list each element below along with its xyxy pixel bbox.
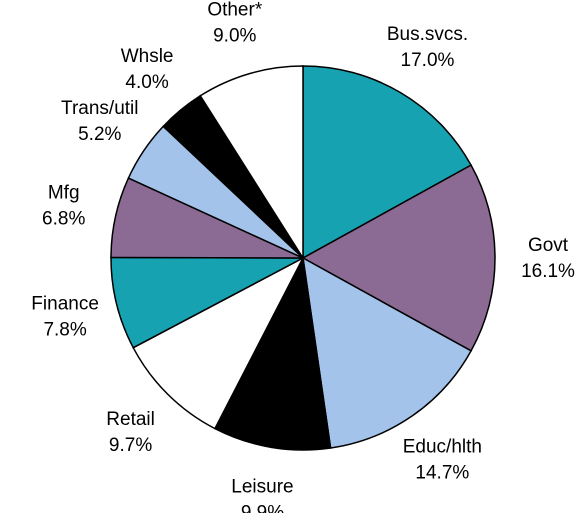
slice-value-label: 6.8% (42, 208, 85, 229)
slice-value-label: 7.8% (43, 320, 86, 341)
pie-slice (302, 256, 473, 449)
slice-label: Bus.svcs. (387, 24, 468, 45)
pie-slice (301, 164, 496, 352)
pie-slice (213, 255, 332, 451)
slice-value-label: 17.0% (401, 50, 455, 71)
slice-label: Other* (207, 0, 263, 21)
pie-slice (110, 256, 304, 349)
pie-slice (132, 256, 305, 430)
slice-value-label: 9.7% (109, 435, 152, 456)
pie-slice (302, 65, 473, 260)
slice-value-label: 9.9% (241, 503, 284, 513)
slice-label: Mfg (48, 182, 80, 203)
slice-label: Govt (528, 235, 569, 256)
slice-value-label: 4.0% (125, 72, 168, 93)
slice-label: Educ/hlth (403, 437, 482, 458)
slice-label: Leisure (231, 477, 293, 498)
slice-label: Retail (106, 409, 155, 430)
slice-value-label: 9.0% (213, 26, 256, 47)
pie-slice (199, 65, 304, 261)
slice-label: Whsle (121, 46, 174, 67)
slice-value-label: 14.7% (415, 463, 469, 484)
slice-value-label: 5.2% (78, 124, 121, 145)
slice-value-label: 16.1% (521, 261, 575, 282)
slice-label: Trans/util (61, 98, 138, 119)
slice-label: Finance (31, 294, 99, 315)
